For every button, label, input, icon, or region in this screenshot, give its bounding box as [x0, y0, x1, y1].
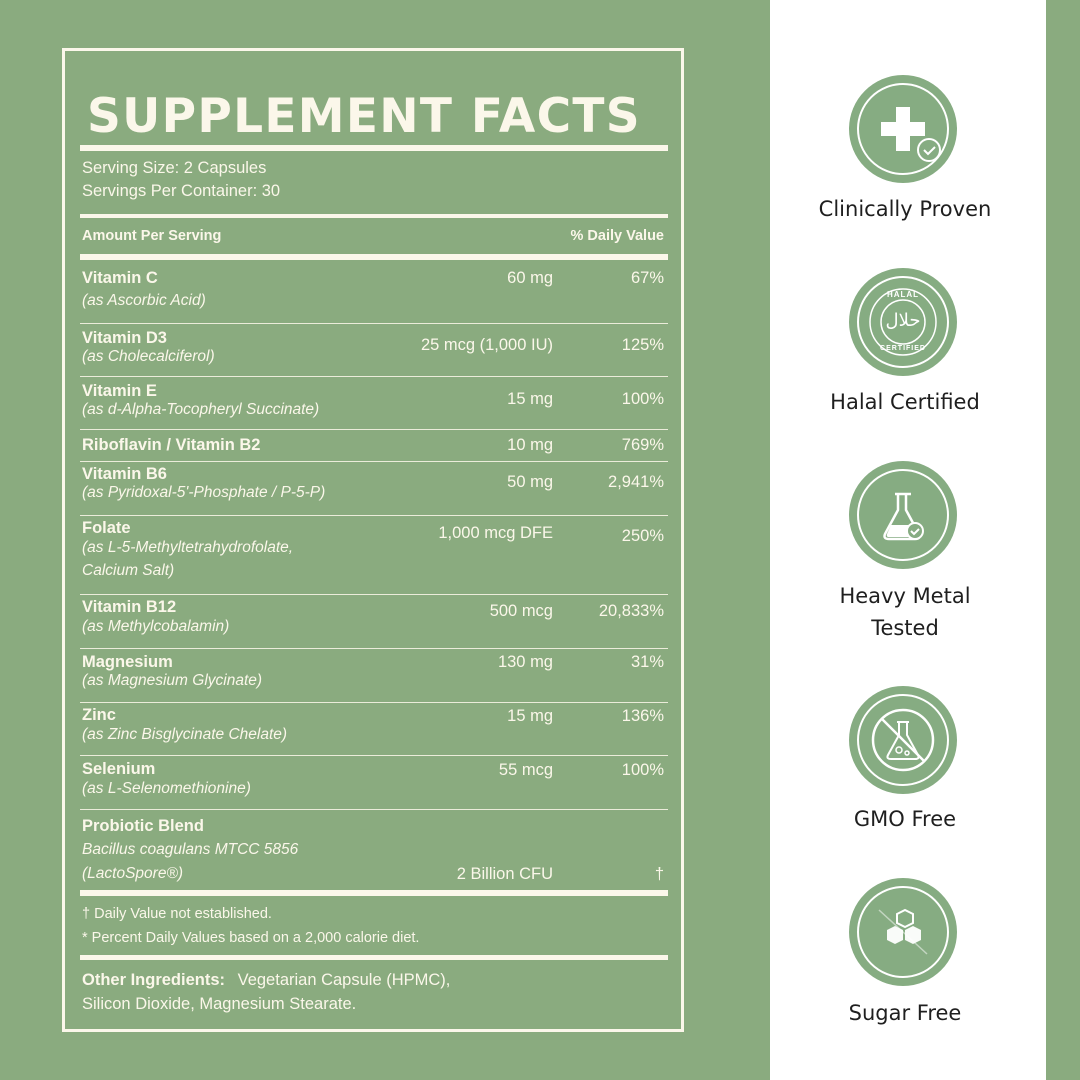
nutrient-source: (as Cholecalciferol)	[82, 348, 215, 365]
badge-label-sugar-free: Sugar Free	[848, 1001, 962, 1025]
nutrient-dv: 100%	[621, 390, 664, 408]
no-sugar-cubes-icon	[878, 908, 928, 955]
serving-size: Serving Size: 2 Capsules	[82, 159, 267, 177]
row-divider	[80, 702, 668, 703]
nutrient-source: Bacillus coagulans MTCC 5856	[82, 841, 299, 858]
badge-label-halal: Halal Certified	[830, 390, 980, 414]
badge-ring	[857, 886, 949, 978]
nutrient-amount: 15 mg	[507, 390, 553, 408]
nutrient-amount: 50 mg	[507, 473, 553, 491]
nutrient-dv: 100%	[621, 761, 664, 779]
badge-ring	[857, 83, 949, 175]
nutrient-dv: 2,941%	[608, 473, 664, 491]
row-divider	[80, 755, 668, 756]
nutrient-source: (as Methylcobalamin)	[82, 618, 230, 635]
row-divider	[80, 594, 668, 595]
serving-rule	[80, 214, 668, 218]
header-rule	[80, 254, 668, 260]
nutrient-source: (as Magnesium Glycinate)	[82, 672, 263, 689]
nutrient-name: Vitamin B6	[82, 465, 167, 483]
badge-label-heavy-metal-line1: Heavy Metal	[839, 584, 971, 608]
nutrient-dv: 769%	[621, 436, 664, 454]
nutrient-source-continued: Calcium Salt)	[82, 562, 175, 579]
nutrient-source: (as L-Selenomethionine)	[82, 780, 251, 797]
title-rule	[80, 145, 668, 151]
other-ingredients-label: Other Ingredients:	[82, 971, 226, 989]
halal-arabic: حلال	[885, 310, 921, 331]
badge-label-heavy-metal-line2: Tested	[871, 616, 939, 640]
nutrient-name: Riboflavin / Vitamin B2	[82, 436, 261, 454]
nutrient-amount: 25 mcg (1,000 IU)	[420, 336, 553, 354]
nutrient-amount: 500 mcg	[489, 602, 553, 620]
facts-title: SUPPLEMENT FACTS	[87, 89, 641, 144]
nutrient-source: (as d-Alpha-Tocopheryl Succinate)	[82, 401, 320, 418]
row-divider	[80, 809, 668, 810]
row-divider	[80, 648, 668, 649]
nutrient-name: Vitamin E	[82, 382, 157, 400]
row-divider	[80, 376, 668, 377]
nutrient-name: Zinc	[82, 706, 116, 724]
nutrient-dv: 136%	[621, 707, 664, 725]
nutrient-amount: 15 mg	[507, 707, 553, 725]
row-divider	[80, 461, 668, 462]
badge-ring	[857, 276, 949, 368]
medical-cross-check-icon	[881, 107, 941, 162]
nutrient-name: Magnesium	[82, 653, 173, 671]
nutrient-source: (as Zinc Bisglycinate Chelate)	[82, 726, 288, 743]
servings-per-container: Servings Per Container: 30	[82, 182, 281, 200]
no-gmo-flask-icon	[871, 708, 935, 772]
nutrient-amount: 130 mg	[497, 653, 553, 671]
nutrient-name: Vitamin C	[82, 269, 158, 287]
right-edge-strip	[1046, 0, 1080, 1080]
row-divider	[80, 323, 668, 324]
blend-rule	[80, 890, 668, 896]
flask-check-icon	[883, 492, 924, 541]
other-ingredients-value: Vegetarian Capsule (HPMC),	[237, 971, 451, 989]
nutrient-dv: 250%	[621, 527, 664, 545]
nutrient-name: Vitamin B12	[82, 598, 177, 616]
footnote-rule	[80, 955, 668, 960]
halal-certified-badge: HALAL حلال CERTIFIED	[849, 268, 957, 376]
clinically-proven-badge	[849, 75, 957, 183]
nutrient-source: (as L-5-Methyltetrahydrofolate,	[82, 539, 294, 556]
halal-certified-icon	[869, 288, 937, 356]
badge-ring	[857, 469, 949, 561]
nutrient-name: Selenium	[82, 760, 156, 778]
nutrient-dv: 125%	[621, 336, 664, 354]
badge-label-heavy-metal: Heavy Metal Tested	[780, 580, 1030, 644]
nutrient-name: Folate	[82, 519, 131, 537]
nutrient-amount: 55 mcg	[498, 761, 553, 779]
nutrient-dv: †	[654, 865, 664, 883]
nutrient-amount: 2 Billion CFU	[456, 865, 553, 883]
nutrient-amount: 10 mg	[507, 436, 553, 454]
supplement-facts-panel: SUPPLEMENT FACTS Serving Size: 2 Capsule…	[62, 48, 684, 1032]
nutrient-name: Probiotic Blend	[82, 817, 204, 835]
nutrient-amount: 1,000 mcg DFE	[438, 524, 553, 542]
amount-per-serving-header: Amount Per Serving	[82, 228, 222, 244]
badge-ring	[857, 694, 949, 786]
daily-value-header: % Daily Value	[570, 228, 665, 244]
nutrient-source-continued: (LactoSpore®)	[82, 865, 184, 882]
other-ingredients-line2: Silicon Dioxide, Magnesium Stearate.	[82, 995, 357, 1013]
nutrient-dv: 31%	[630, 653, 664, 671]
nutrient-amount: 60 mg	[507, 269, 553, 287]
footnote-dagger: † Daily Value not established.	[82, 906, 272, 922]
badge-label-clinically-proven: Clinically Proven	[818, 197, 992, 221]
heavy-metal-tested-badge	[849, 461, 957, 569]
halal-ring-top: HALAL	[886, 290, 920, 299]
row-divider	[80, 515, 668, 516]
row-divider	[80, 429, 668, 430]
badge-label-gmo-free: GMO Free	[853, 807, 957, 831]
other-ingredients-line1: Other Ingredients: Vegetarian Capsule (H…	[82, 971, 450, 990]
nutrient-dv: 67%	[630, 269, 664, 287]
sugar-free-badge	[849, 878, 957, 986]
nutrient-dv: 20,833%	[598, 602, 664, 620]
nutrient-name: Vitamin D3	[82, 329, 167, 347]
gmo-free-badge	[849, 686, 957, 794]
halal-ring-bottom: CERTIFIED	[880, 345, 926, 352]
footnote-percent: * Percent Daily Values based on a 2,000 …	[82, 930, 420, 946]
nutrient-source: (as Ascorbic Acid)	[82, 292, 206, 309]
nutrient-source: (as Pyridoxal-5'-Phosphate / P-5-P)	[82, 484, 326, 501]
label-background	[0, 0, 770, 1080]
